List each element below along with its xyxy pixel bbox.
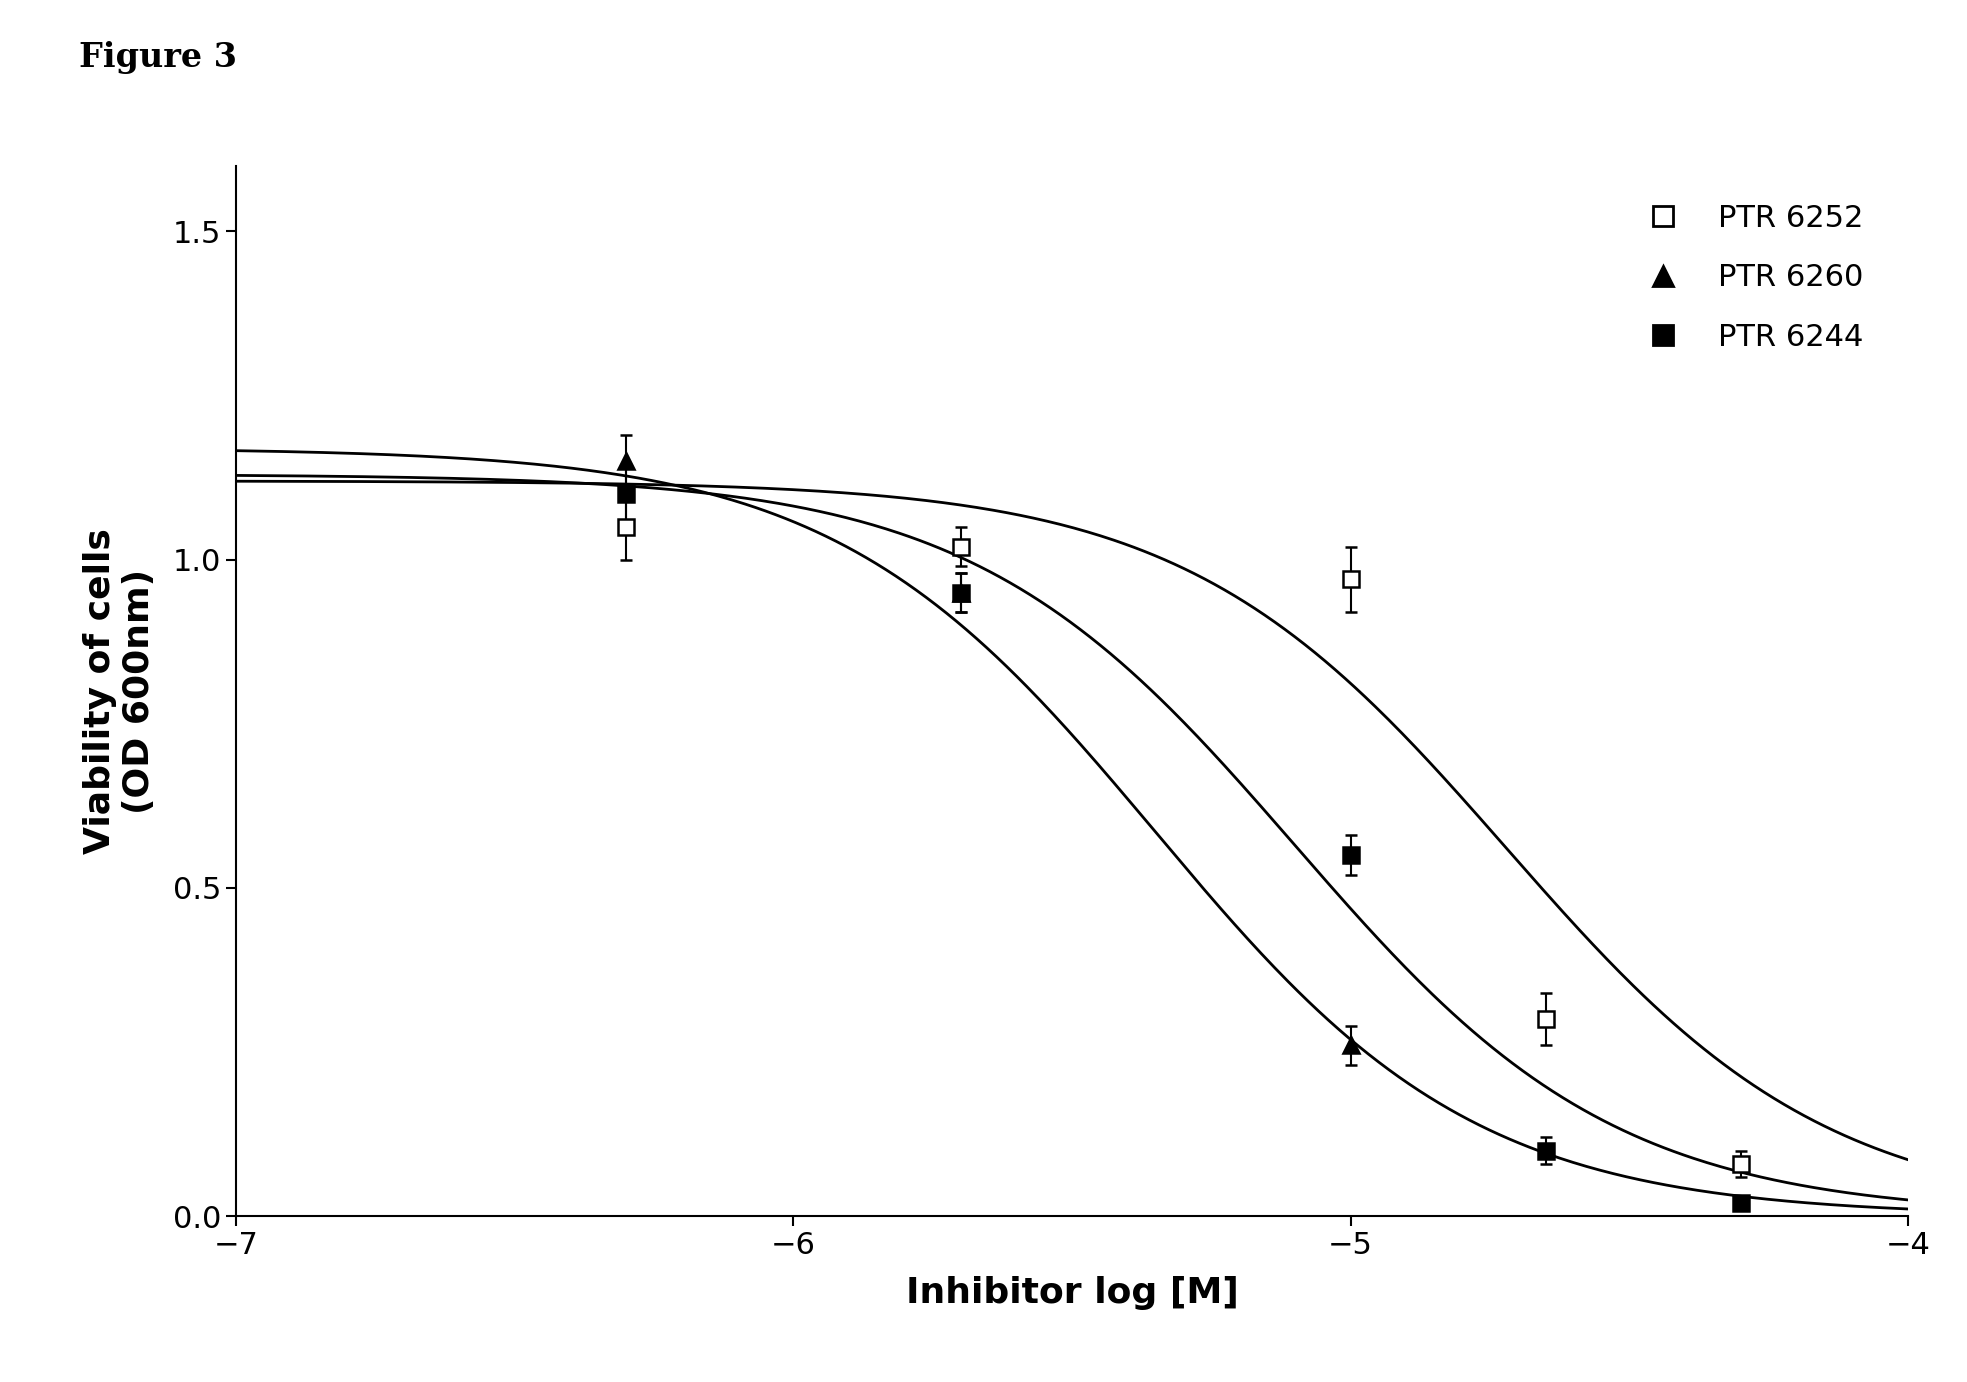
- Text: Figure 3: Figure 3: [79, 41, 236, 75]
- Y-axis label: Viability of cells
(OD 600nm): Viability of cells (OD 600nm): [83, 528, 157, 854]
- Legend: PTR 6252, PTR 6260, PTR 6244: PTR 6252, PTR 6260, PTR 6244: [1621, 192, 1877, 365]
- X-axis label: Inhibitor log [M]: Inhibitor log [M]: [905, 1277, 1239, 1310]
